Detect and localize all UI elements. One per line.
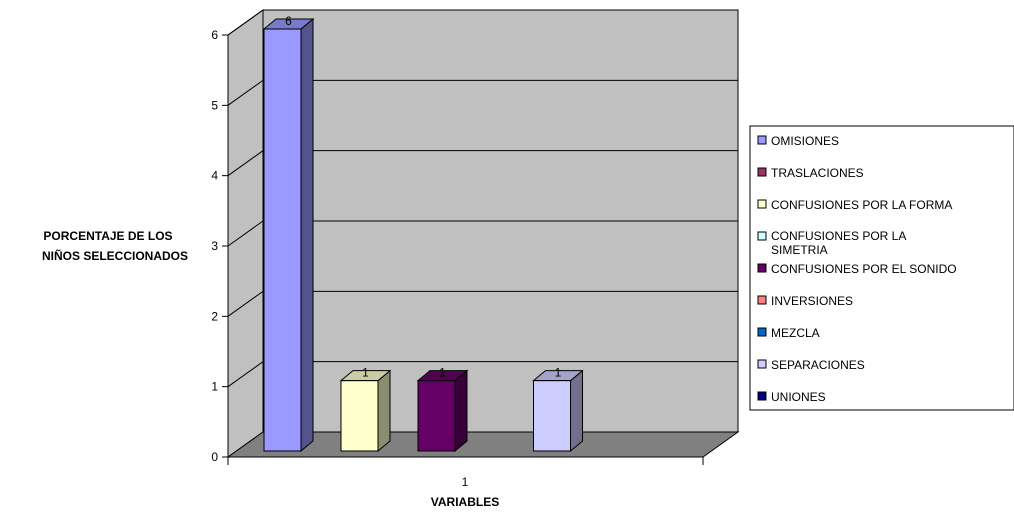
legend-label: MEZCLA — [771, 326, 820, 340]
legend-label: INVERSIONES — [771, 294, 853, 308]
legend-item: CONFUSIONES POR LA SIMETRIA — [757, 229, 906, 257]
legend-swatch — [757, 135, 767, 145]
gridline — [227, 361, 738, 388]
y-axis-label-line-1: PORCENTAJE DE LOS — [43, 229, 172, 243]
legend-swatch — [757, 327, 767, 337]
y-tick-label: 1 — [211, 380, 218, 394]
legend-item: TRASLACIONES — [757, 166, 864, 180]
bar-data-label: 1 — [362, 366, 369, 380]
legend-swatch — [757, 359, 767, 369]
bar: 1 — [416, 366, 469, 453]
legend-swatch — [757, 231, 767, 241]
y-ticks: 0 1 2 3 4 5 6 — [211, 28, 228, 464]
legend-item: INVERSIONES — [757, 294, 853, 308]
gridline — [227, 9, 738, 36]
bar-front — [263, 28, 302, 452]
bar: 6 — [262, 14, 315, 453]
legend-label: TRASLACIONES — [771, 166, 864, 180]
bar-front — [340, 380, 379, 452]
legend-item: CONFUSIONES POR EL SONIDO — [757, 262, 957, 276]
legend-label: SEPARACIONES — [771, 358, 865, 372]
y-axis-label-line-2: NIÑOS SELECCIONADOS — [42, 248, 188, 263]
gridline — [227, 220, 738, 247]
bar: 1 — [339, 366, 392, 453]
bar-data-label: 1 — [439, 366, 446, 380]
legend-label-line: CONFUSIONES POR LA — [771, 229, 906, 243]
legend-label: CONFUSIONES POR LA SIMETRIA — [771, 229, 906, 257]
legend-label-line: SIMETRIA — [771, 243, 828, 257]
y-tick-label: 5 — [211, 98, 218, 112]
legend-swatch — [757, 199, 767, 209]
legend-swatch — [757, 263, 767, 273]
y-tick-label: 0 — [211, 450, 218, 464]
y-tick-label: 6 — [211, 28, 218, 42]
bar-data-label: 1 — [555, 366, 562, 380]
bar: 1 — [532, 366, 584, 453]
x-axis-label: VARIABLES — [431, 495, 499, 509]
legend-label: UNIONES — [771, 390, 826, 404]
y-tick-label: 2 — [211, 309, 218, 323]
bar-front — [417, 380, 456, 452]
legend-label: CONFUSIONES POR LA FORMA — [771, 198, 952, 212]
y-tick-label: 4 — [211, 169, 218, 183]
legend-item: CONFUSIONES POR LA FORMA — [757, 198, 952, 212]
legend-label: CONFUSIONES POR EL SONIDO — [771, 262, 957, 276]
legend-swatch — [757, 295, 767, 305]
legend-item: MEZCLA — [757, 326, 820, 340]
x-tick-label: 1 — [462, 475, 469, 489]
gridline — [227, 150, 738, 177]
legend-item: UNIONES — [757, 390, 826, 404]
gridline — [227, 79, 738, 106]
bar-side — [570, 369, 583, 453]
bar-side — [454, 369, 468, 453]
legend-swatch — [757, 167, 767, 177]
bars: 6 1 1 1 — [262, 14, 584, 453]
legend: OMISIONES TRASLACIONES CONFUSIONES POR LA … — [749, 125, 1014, 411]
bar-side — [300, 17, 314, 453]
bar-data-label: 6 — [285, 14, 292, 28]
gridlines — [227, 9, 738, 388]
legend-item: OMISIONES — [757, 134, 839, 148]
y-tick-label: 3 — [211, 239, 218, 253]
bar-front — [533, 380, 571, 452]
legend-box — [749, 125, 1014, 411]
gridline — [227, 290, 738, 317]
bar-side — [377, 369, 391, 453]
legend-swatch — [757, 391, 767, 401]
legend-item: SEPARACIONES — [757, 358, 865, 372]
legend-label: OMISIONES — [771, 134, 839, 148]
